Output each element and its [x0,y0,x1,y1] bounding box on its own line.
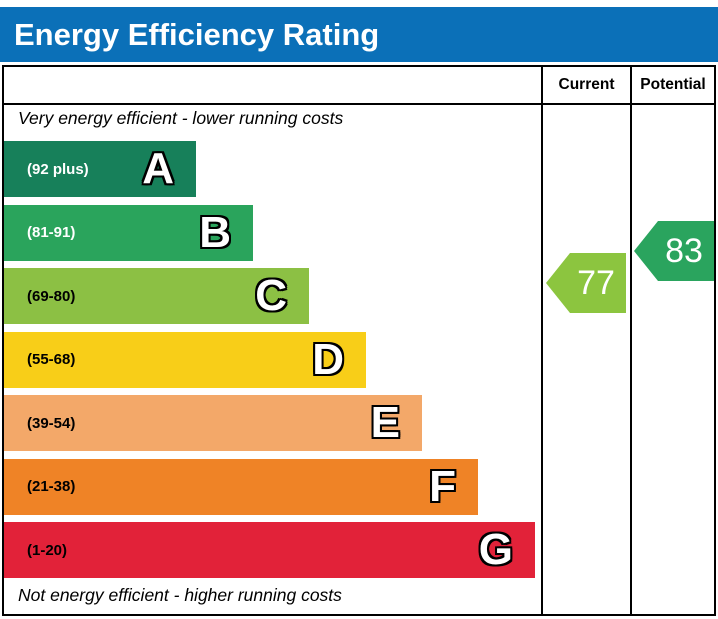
band-range-label: (69-80) [27,287,76,305]
band-range-label: (92 plus) [27,160,89,178]
rating-table: Current Potential Very energy efficient … [2,65,716,616]
band-range-label: (21-38) [27,478,76,495]
top-note: Very energy efficient - lower running co… [18,108,344,128]
band-range-label: (1-20) [27,541,68,559]
current-column-divider [541,67,543,614]
title-bar: Energy Efficiency Rating [0,7,718,62]
band-f: (21-38) F [4,458,478,515]
band-e: (39-54) E [4,395,422,451]
current-rating-value: 77 [577,263,615,302]
band-letter: A [142,144,174,193]
potential-rating-arrow: 83 [634,221,714,281]
current-column-header: Current [558,76,615,93]
potential-column-header: Potential [640,76,706,93]
band-a: (92 plus) A [4,141,196,197]
band-letter: B [199,207,231,257]
band-range-label: (81-91) [27,224,76,241]
potential-rating-value: 83 [665,231,703,270]
band-range-label: (39-54) [27,414,76,432]
band-g: (1-20) G [4,522,535,578]
current-rating-arrow: 77 [546,253,626,313]
band-b: (81-91) B [4,204,253,261]
band-letter: D [312,334,344,384]
page-title: Energy Efficiency Rating [14,16,380,52]
band-c: (69-80) C [4,268,309,324]
potential-column-divider [630,67,632,614]
band-d: (55-68) D [4,331,366,388]
band-range-label: (55-68) [27,351,76,368]
band-letter: F [429,461,456,511]
band-letter: C [255,271,287,320]
bottom-note: Not energy efficient - higher running co… [18,585,342,605]
band-letter: E [370,398,400,447]
header-divider-line [4,103,714,105]
band-letter: G [478,525,513,574]
